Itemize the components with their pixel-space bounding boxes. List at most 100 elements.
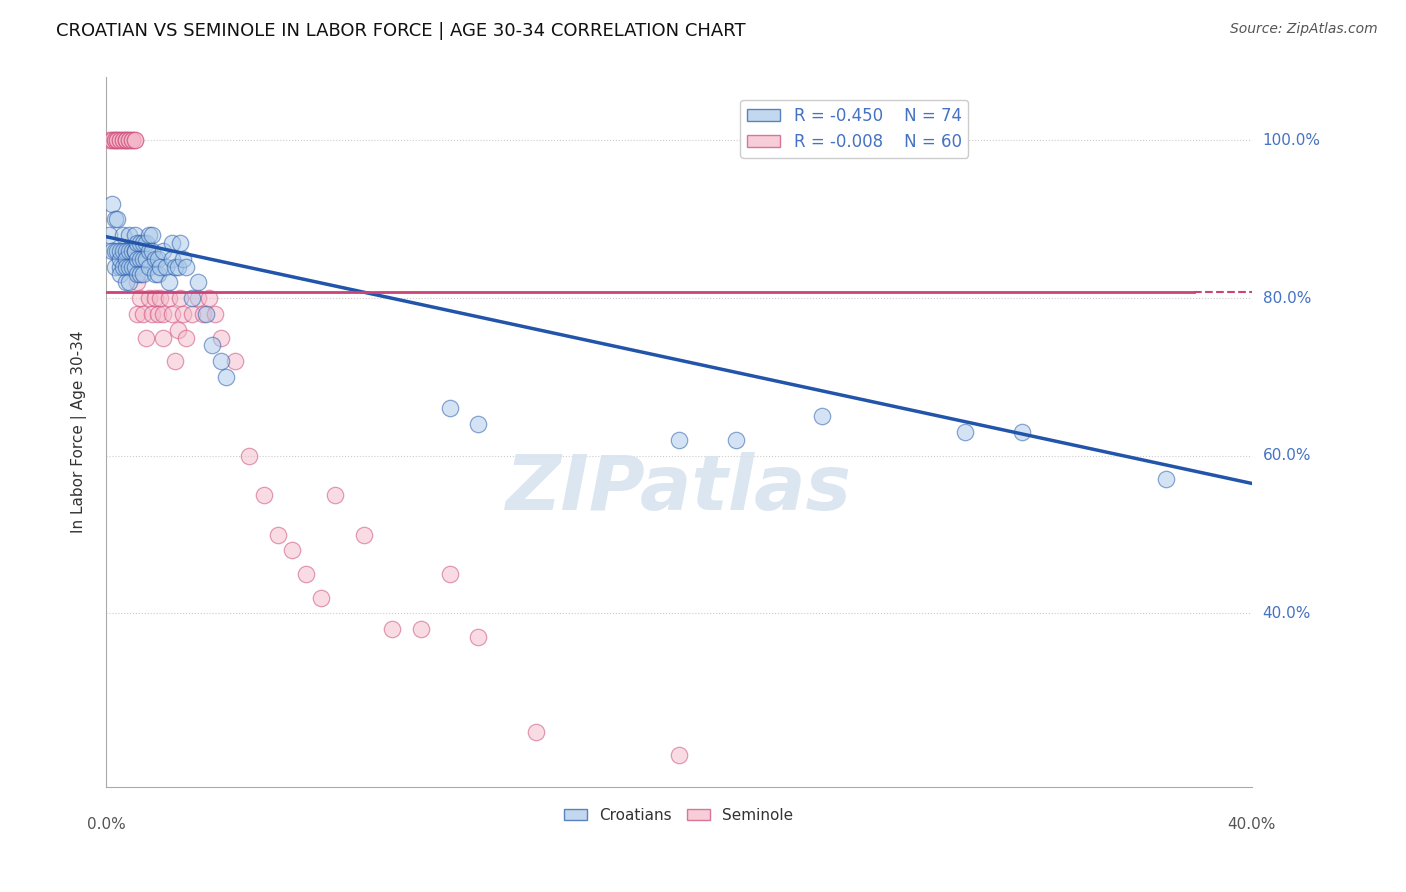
Point [100,134,122,148]
Point [129,235,152,250]
Point [135,330,157,344]
Point [323,488,346,502]
Point [129,291,152,305]
Point [132,268,155,282]
Point [209,330,232,344]
Text: 0.0%: 0.0% [87,817,125,832]
Point [127,307,149,321]
Point [124,134,146,148]
Point [141,244,163,258]
Text: 60.0%: 60.0% [1263,449,1312,463]
Point [103,260,125,274]
Point [100,196,122,211]
Point [163,354,186,368]
Point [100,244,122,258]
Point [166,323,188,337]
Point [152,307,174,321]
Point [163,260,186,274]
Point [107,134,129,148]
Point [141,228,163,243]
Text: CROATIAN VS SEMINOLE IN LABOR FORCE | AGE 30-34 CORRELATION CHART: CROATIAN VS SEMINOLE IN LABOR FORCE | AG… [56,22,745,40]
Point [100,134,122,148]
Point [157,291,180,305]
Point [124,244,146,258]
Point [132,235,155,250]
Point [267,527,290,541]
Point [215,370,238,384]
Point [381,622,404,636]
Point [118,276,141,290]
Point [124,260,146,274]
Point [439,401,461,416]
Point [309,591,332,605]
Point [138,228,160,243]
Point [1154,472,1177,486]
Point [115,260,138,274]
Point [103,212,125,227]
Point [467,630,489,644]
Point [166,260,188,274]
Point [1011,425,1033,439]
Point [124,228,146,243]
Text: Source: ZipAtlas.com: Source: ZipAtlas.com [1230,22,1378,37]
Point [174,330,197,344]
Point [121,244,143,258]
Point [138,291,160,305]
Point [295,567,318,582]
Point [97,134,120,148]
Point [172,252,194,266]
Point [160,235,183,250]
Text: 80.0%: 80.0% [1263,291,1310,306]
Point [172,307,194,321]
Point [118,244,141,258]
Point [124,134,146,148]
Point [118,228,141,243]
Point [353,527,375,541]
Point [524,724,547,739]
Point [143,291,166,305]
Point [115,244,138,258]
Point [115,276,138,290]
Point [103,134,125,148]
Point [198,291,221,305]
Point [180,307,202,321]
Point [118,134,141,148]
Point [110,268,132,282]
Point [127,276,149,290]
Point [127,252,149,266]
Point [193,307,215,321]
Point [115,252,138,266]
Point [115,134,138,148]
Point [209,354,232,368]
Point [127,235,149,250]
Point [146,307,169,321]
Point [252,488,274,502]
Point [201,338,224,352]
Point [115,134,138,148]
Point [238,449,260,463]
Point [467,417,489,432]
Point [187,291,209,305]
Point [112,260,135,274]
Legend: Croatians, Seminole: Croatians, Seminole [558,802,800,829]
Point [281,543,304,558]
Point [110,244,132,258]
Point [112,134,135,148]
Point [160,252,183,266]
Point [725,433,748,447]
Text: 40.0%: 40.0% [1227,817,1275,832]
Point [811,409,834,424]
Text: ZIPatlas: ZIPatlas [506,452,852,526]
Point [107,244,129,258]
Point [127,268,149,282]
Point [409,622,432,636]
Point [121,134,143,148]
Point [135,252,157,266]
Point [110,252,132,266]
Point [180,291,202,305]
Point [146,252,169,266]
Point [174,260,197,274]
Point [110,134,132,148]
Point [187,276,209,290]
Point [103,134,125,148]
